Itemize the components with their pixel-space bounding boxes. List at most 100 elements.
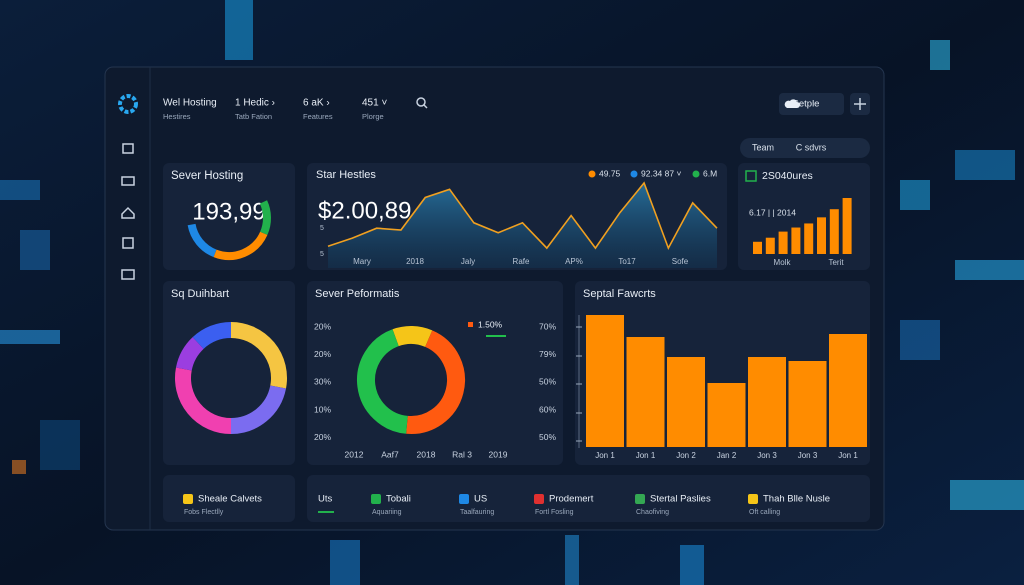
x-tick-label: Jan 2 — [717, 451, 737, 460]
x-tick-label: Jon 3 — [757, 451, 777, 460]
x-tick-label: Jon 3 — [798, 451, 818, 460]
y-tick-label: 5 — [320, 225, 324, 232]
search-icon — [423, 104, 428, 109]
x-tick-label: 2018 — [406, 257, 424, 266]
x-tick-label: Sofe — [672, 257, 689, 266]
tab-label: C sdvrs — [796, 142, 827, 152]
server-icon[interactable] — [121, 176, 135, 186]
stats-icon[interactable] — [122, 237, 134, 249]
x-tick-label: Jaly — [461, 257, 475, 266]
menu-icon[interactable] — [122, 143, 134, 154]
x-tick-label: Aaf7 — [381, 449, 399, 459]
settings-icon[interactable] — [121, 269, 135, 280]
bar — [765, 237, 775, 254]
axis-label: 50% — [539, 377, 556, 387]
nav-label: Wel Hosting — [163, 98, 217, 109]
legend-label: 1.50% — [478, 319, 503, 329]
search-icon[interactable] — [416, 97, 426, 107]
card-title: Sever Hosting — [171, 170, 243, 182]
bar — [842, 198, 852, 254]
ring-segment — [192, 322, 232, 350]
ring-segment — [259, 200, 271, 235]
footer-label: Thah Blle Nusle — [763, 494, 830, 505]
tab-bar[interactable] — [740, 138, 870, 158]
axis-label: 79% — [539, 349, 556, 359]
footer-card — [307, 475, 870, 522]
ring-segment — [230, 322, 287, 389]
cloud-icon — [784, 99, 800, 108]
legend-dot — [588, 170, 596, 178]
card-icon — [745, 170, 757, 182]
line — [327, 181, 718, 251]
legend-label: 6.M — [703, 168, 717, 178]
nav-label: 1 Hedic › — [235, 98, 275, 109]
axis-label: 60% — [539, 404, 556, 414]
footer-icon — [459, 494, 469, 504]
ring-segment — [187, 223, 217, 258]
card-value: $2.00,89 — [318, 197, 411, 224]
logo[interactable] — [118, 94, 138, 114]
footer-sub: Aquariing — [372, 509, 402, 516]
axis-label: 20% — [314, 432, 331, 442]
nav-sub: Features — [303, 112, 333, 121]
footer-label: Stertal Paslies — [650, 494, 711, 505]
x-tick-label: Molk — [774, 258, 792, 267]
ring-segment — [392, 326, 433, 348]
x-tick-label: Jon 1 — [636, 451, 656, 460]
x-tick-label: Jon 2 — [676, 451, 696, 460]
footer-label: Tobali — [386, 494, 411, 505]
ring-segment — [357, 329, 409, 434]
card-title: Sever Peformatis — [315, 288, 400, 300]
card-title: Sq Duihbart — [171, 288, 229, 300]
card-value: 193,99 — [192, 198, 265, 225]
bar — [829, 209, 839, 254]
axis-label: 50% — [539, 432, 556, 442]
bar — [817, 217, 826, 254]
footer-icon — [183, 494, 193, 504]
footer-label: Sheale Calvets — [198, 494, 262, 505]
axis-label: 10% — [314, 404, 331, 414]
area — [328, 183, 717, 268]
footer-icon — [748, 494, 758, 504]
legend-label: 49.75 — [599, 168, 621, 178]
setup-button[interactable] — [779, 93, 844, 115]
axis-label: 30% — [314, 377, 331, 387]
footer-sub: Fobs Flectlly — [184, 509, 224, 516]
ring-segment — [175, 337, 204, 371]
x-tick-label: 2018 — [417, 449, 436, 459]
x-tick-label: Ral 3 — [452, 449, 472, 459]
x-tick-label: Jon 1 — [838, 451, 858, 460]
footer-label: Uts — [318, 494, 333, 505]
bar — [667, 357, 705, 447]
axis-label: 20% — [314, 349, 331, 359]
footer-icon — [534, 494, 544, 504]
ring-segment — [230, 385, 287, 434]
home-icon[interactable] — [121, 206, 135, 219]
legend-swatch — [468, 322, 473, 327]
card-note: 6.17 | | 2014 — [749, 207, 796, 217]
nav-label: 451 ˅ — [362, 98, 387, 109]
card-title: 2S040ures — [762, 170, 813, 182]
ring-segment — [175, 367, 232, 434]
legend-dot — [630, 170, 638, 178]
plus-icon — [854, 98, 866, 110]
axis-label: 20% — [314, 321, 331, 331]
bar — [788, 361, 827, 447]
legend-dot — [692, 170, 700, 178]
card-title: Star Hestles — [316, 169, 376, 181]
bar — [586, 315, 624, 447]
bar — [753, 241, 762, 254]
footer-icon — [371, 494, 381, 504]
card-title: Septal Fawcrts — [583, 288, 656, 300]
legend-label: 92.34 87 ˅ — [641, 168, 681, 178]
footer-sub: Taalfauring — [460, 509, 494, 516]
bar — [791, 227, 801, 254]
nav-sub: Tatb Fation — [235, 112, 272, 121]
x-tick-label: Mary — [353, 257, 371, 266]
bar — [626, 337, 665, 447]
bar — [707, 383, 746, 447]
y-tick-label: 5 — [320, 251, 324, 258]
